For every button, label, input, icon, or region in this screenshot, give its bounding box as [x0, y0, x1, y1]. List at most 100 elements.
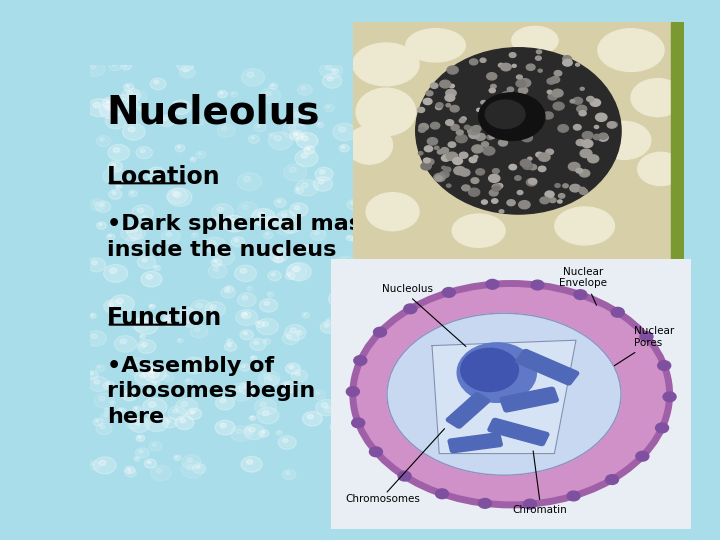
Circle shape: [522, 404, 545, 421]
Circle shape: [438, 224, 449, 233]
Circle shape: [609, 122, 617, 127]
Circle shape: [446, 306, 451, 310]
Circle shape: [536, 454, 539, 455]
Circle shape: [576, 139, 585, 146]
Circle shape: [465, 427, 486, 442]
Circle shape: [363, 389, 369, 393]
Circle shape: [313, 177, 333, 191]
Circle shape: [107, 383, 109, 386]
Circle shape: [504, 417, 511, 422]
Circle shape: [447, 66, 458, 74]
Circle shape: [547, 90, 552, 94]
Circle shape: [568, 194, 591, 211]
Circle shape: [127, 91, 132, 96]
Circle shape: [606, 475, 618, 484]
Circle shape: [182, 310, 188, 315]
Circle shape: [87, 258, 106, 272]
Circle shape: [146, 274, 153, 279]
Circle shape: [590, 162, 611, 177]
Circle shape: [549, 198, 556, 202]
Circle shape: [621, 412, 627, 416]
Circle shape: [131, 237, 136, 241]
Circle shape: [109, 268, 117, 273]
Circle shape: [539, 93, 558, 107]
Circle shape: [472, 125, 481, 132]
Circle shape: [508, 125, 519, 132]
Circle shape: [379, 140, 384, 144]
Circle shape: [159, 115, 175, 126]
Circle shape: [477, 109, 481, 111]
Circle shape: [601, 310, 605, 313]
Circle shape: [598, 308, 611, 318]
Circle shape: [603, 242, 626, 260]
Circle shape: [590, 272, 593, 274]
Circle shape: [426, 159, 434, 165]
Circle shape: [235, 387, 243, 392]
Circle shape: [374, 327, 387, 337]
Circle shape: [302, 312, 310, 318]
Circle shape: [441, 155, 450, 161]
Circle shape: [331, 69, 338, 74]
Circle shape: [268, 377, 272, 381]
Circle shape: [134, 316, 158, 334]
Circle shape: [464, 125, 470, 130]
Circle shape: [347, 199, 361, 210]
Circle shape: [220, 399, 226, 403]
Circle shape: [464, 305, 479, 316]
Circle shape: [616, 95, 639, 112]
Circle shape: [356, 221, 377, 236]
Circle shape: [282, 213, 287, 217]
Circle shape: [518, 95, 529, 103]
Circle shape: [479, 498, 492, 508]
Circle shape: [128, 90, 147, 104]
Circle shape: [502, 322, 521, 336]
Circle shape: [592, 440, 598, 444]
Circle shape: [518, 87, 528, 94]
Circle shape: [487, 477, 489, 478]
Circle shape: [433, 356, 457, 374]
Circle shape: [425, 451, 429, 454]
Circle shape: [524, 282, 529, 286]
Circle shape: [456, 134, 467, 143]
Circle shape: [156, 468, 162, 473]
Circle shape: [502, 75, 508, 79]
Circle shape: [221, 287, 235, 298]
Circle shape: [163, 373, 174, 382]
Circle shape: [529, 395, 552, 412]
Circle shape: [296, 180, 318, 196]
Circle shape: [277, 211, 294, 224]
Circle shape: [618, 367, 621, 369]
Circle shape: [177, 307, 197, 322]
Circle shape: [616, 464, 638, 480]
Circle shape: [408, 309, 410, 310]
Circle shape: [368, 438, 375, 444]
Circle shape: [441, 166, 446, 169]
Bar: [671, 22, 684, 259]
Circle shape: [490, 190, 498, 196]
Circle shape: [479, 93, 545, 140]
Circle shape: [138, 106, 144, 111]
Circle shape: [323, 74, 342, 88]
Circle shape: [361, 224, 367, 228]
Circle shape: [611, 248, 635, 266]
Circle shape: [535, 453, 542, 458]
Circle shape: [297, 331, 300, 333]
Circle shape: [467, 307, 472, 310]
Circle shape: [260, 402, 266, 407]
Circle shape: [533, 441, 549, 453]
Circle shape: [163, 314, 174, 321]
Circle shape: [599, 133, 608, 139]
Circle shape: [384, 462, 408, 480]
Circle shape: [476, 161, 480, 164]
Circle shape: [359, 316, 366, 321]
Circle shape: [611, 309, 616, 314]
Circle shape: [441, 69, 444, 70]
Circle shape: [540, 197, 549, 204]
Circle shape: [235, 265, 256, 281]
Circle shape: [568, 352, 581, 362]
Circle shape: [390, 259, 396, 264]
Circle shape: [370, 372, 380, 380]
Circle shape: [585, 420, 598, 429]
Circle shape: [379, 375, 399, 389]
Circle shape: [119, 409, 122, 411]
